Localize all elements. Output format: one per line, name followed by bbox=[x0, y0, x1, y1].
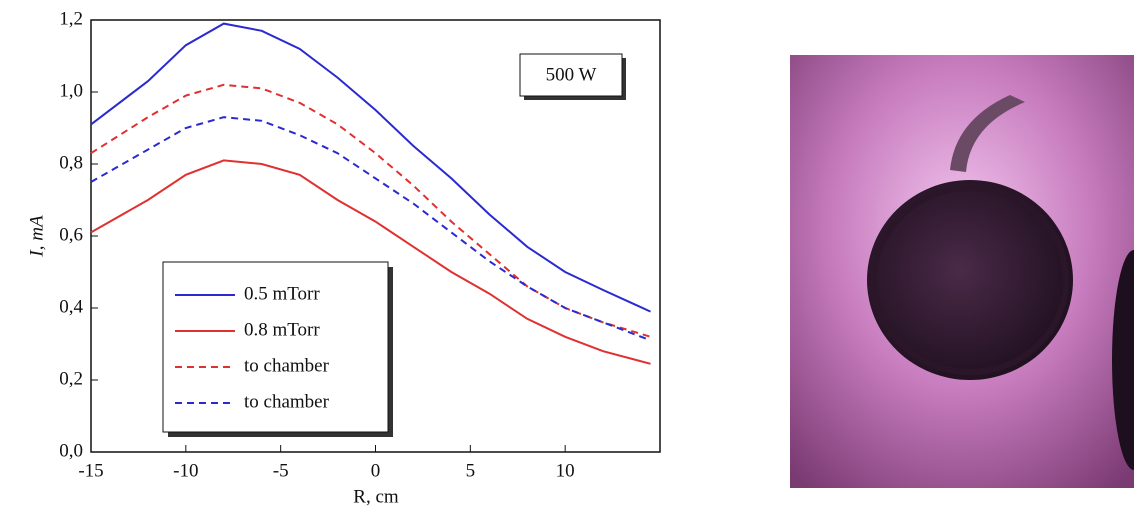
x-tick-label: -5 bbox=[273, 460, 289, 481]
y-tick-label: 1,0 bbox=[59, 80, 83, 101]
series-line bbox=[90, 116, 651, 342]
y-tick-label: 0,0 bbox=[59, 440, 83, 461]
y-tick-label: 0,6 bbox=[59, 224, 83, 245]
x-axis-label: R, cm bbox=[353, 486, 399, 507]
x-tick-label: -15 bbox=[78, 460, 103, 481]
annotation: 500 W bbox=[546, 64, 597, 85]
legend-label: to chamber bbox=[244, 391, 330, 412]
series-line bbox=[90, 22, 651, 313]
annotation-box bbox=[519, 53, 623, 97]
x-tick-label: -10 bbox=[173, 460, 198, 481]
y-axis-label: I, mA bbox=[26, 215, 47, 258]
legend-label: to chamber bbox=[244, 355, 330, 376]
photo bbox=[790, 55, 1134, 488]
series-line bbox=[90, 159, 651, 365]
y-tick-label: 0,8 bbox=[59, 152, 83, 173]
y-tick-label: 0,2 bbox=[59, 368, 83, 389]
x-tick-label: 5 bbox=[466, 460, 476, 481]
x-tick-label: 0 bbox=[371, 460, 381, 481]
y-tick-label: 0,4 bbox=[59, 296, 83, 317]
series-line bbox=[90, 83, 651, 338]
legend-label: 0.8 mTorr bbox=[244, 319, 320, 340]
x-tick-label: 10 bbox=[556, 460, 575, 481]
y-tick-label: 1,2 bbox=[59, 8, 83, 29]
legend-label: 0.5 mTorr bbox=[244, 283, 320, 304]
